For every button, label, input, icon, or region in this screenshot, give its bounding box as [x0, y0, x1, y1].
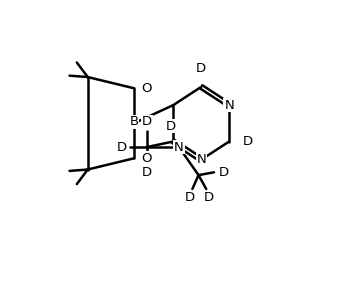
Text: O: O: [141, 82, 151, 95]
Text: B: B: [129, 115, 139, 128]
Text: N: N: [174, 141, 184, 154]
Text: D: D: [242, 135, 252, 148]
Text: D: D: [219, 166, 229, 179]
Text: N: N: [196, 153, 206, 166]
Text: D: D: [166, 120, 175, 133]
Text: D: D: [142, 115, 152, 128]
Text: N: N: [224, 98, 234, 112]
Text: D: D: [116, 141, 126, 154]
Text: O: O: [141, 152, 151, 165]
Text: D: D: [204, 192, 214, 204]
Text: D: D: [185, 192, 195, 204]
Text: D: D: [196, 62, 206, 75]
Text: D: D: [142, 166, 152, 179]
